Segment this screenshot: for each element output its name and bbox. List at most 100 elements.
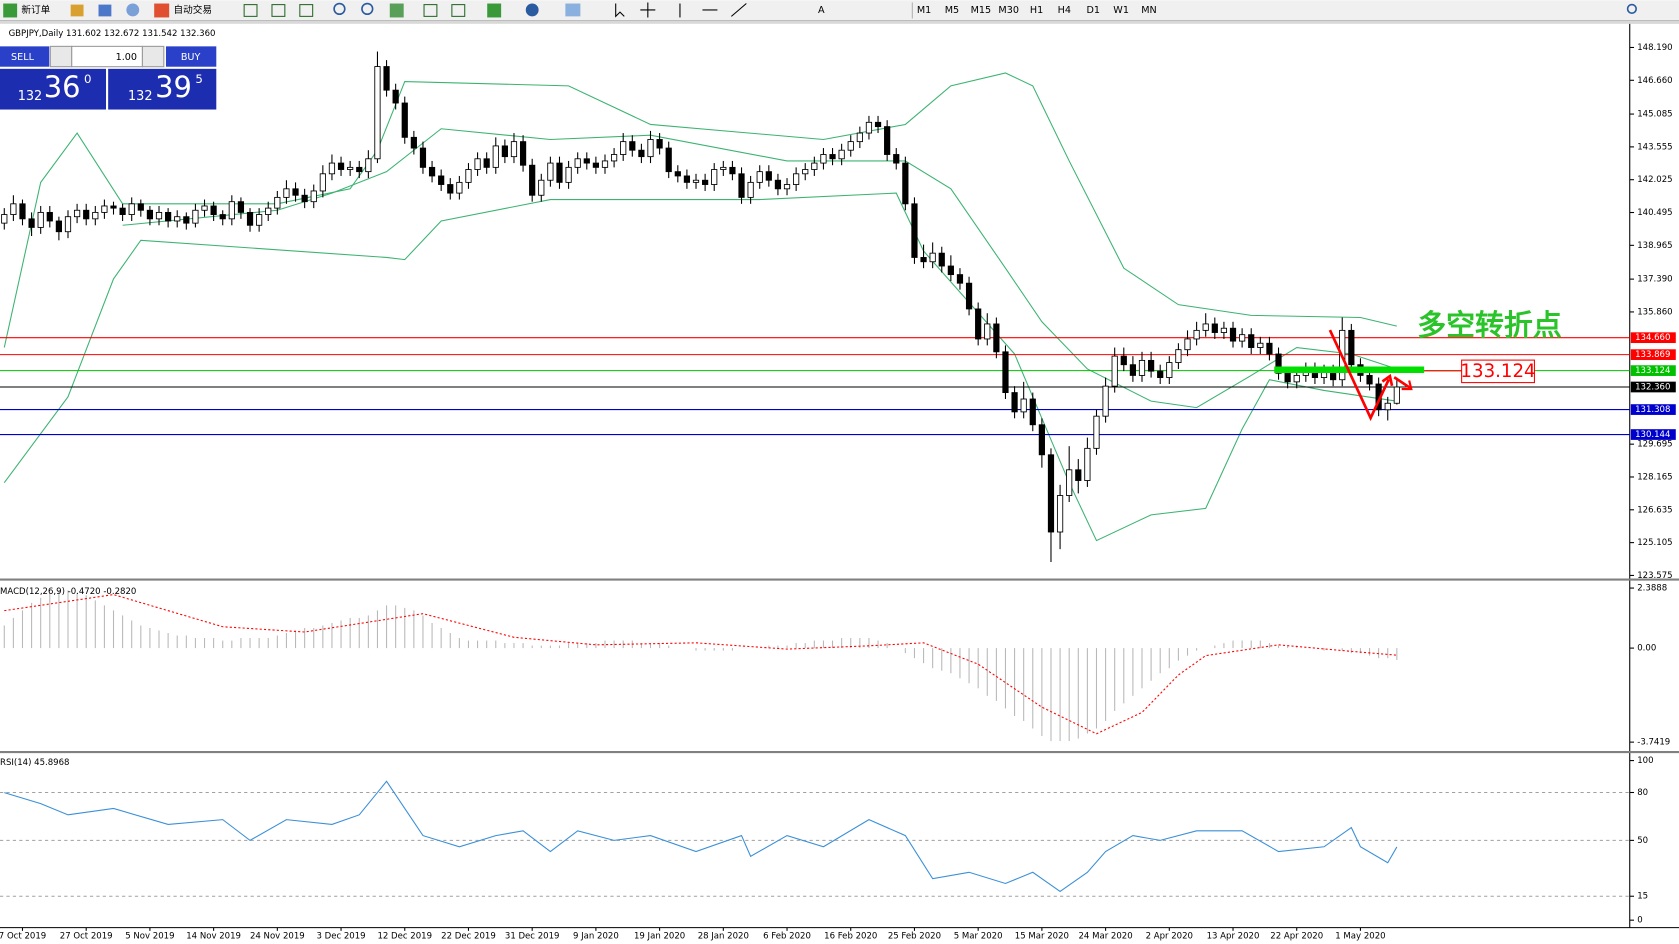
candle-body bbox=[1, 214, 8, 224]
arrow-head bbox=[1381, 373, 1394, 387]
toolbar-icon[interactable] bbox=[98, 4, 112, 17]
timeframe-button[interactable]: M1 bbox=[917, 5, 931, 16]
candle-body bbox=[902, 162, 909, 205]
candle-body bbox=[165, 211, 172, 222]
candle-body bbox=[683, 175, 691, 183]
timeframe-button[interactable]: W1 bbox=[1113, 5, 1129, 16]
candle-body bbox=[783, 184, 791, 190]
candle-body bbox=[228, 201, 235, 220]
candle-body bbox=[283, 188, 290, 198]
cursor-tool[interactable] bbox=[615, 3, 625, 18]
lot-down[interactable] bbox=[49, 45, 73, 68]
candle-body bbox=[965, 282, 973, 310]
timeframe-button[interactable]: M5 bbox=[945, 5, 959, 16]
text-tool[interactable]: A bbox=[818, 5, 825, 16]
candle-body bbox=[729, 166, 736, 175]
candle-body bbox=[1102, 385, 1109, 417]
candle-body bbox=[447, 184, 454, 194]
candle-body bbox=[747, 181, 754, 198]
candle-body bbox=[119, 207, 126, 215]
candle-body bbox=[610, 154, 618, 162]
candle-body bbox=[711, 169, 718, 185]
candle-body bbox=[1011, 392, 1018, 413]
arrow-head bbox=[1401, 380, 1413, 391]
toolbar-icon[interactable] bbox=[70, 4, 84, 17]
new-order-button[interactable]: 新订单 bbox=[21, 4, 50, 16]
bollinger-band bbox=[3, 72, 1397, 348]
candle-body bbox=[811, 162, 818, 170]
bollinger-band bbox=[122, 128, 1398, 409]
ask-box[interactable] bbox=[108, 68, 217, 110]
timeframe-button[interactable]: H4 bbox=[1058, 5, 1071, 16]
toolbar-icon[interactable] bbox=[126, 3, 140, 17]
x-tick-label: 5 Nov 2019 bbox=[125, 932, 174, 942]
candle-body bbox=[1157, 370, 1164, 378]
candle-body bbox=[1002, 351, 1009, 394]
forecast-arrow bbox=[1328, 329, 1391, 422]
zoom-out[interactable] bbox=[361, 2, 374, 16]
candle-body bbox=[629, 141, 636, 151]
timeframe-button[interactable]: MN bbox=[1141, 5, 1157, 16]
candle-body bbox=[647, 139, 654, 158]
candle-body bbox=[847, 141, 854, 151]
trendline-tool[interactable] bbox=[731, 3, 747, 17]
candle-body bbox=[1175, 349, 1182, 363]
candle-body bbox=[856, 132, 863, 143]
candle-body bbox=[547, 162, 554, 181]
x-tick-label: 6 Feb 2020 bbox=[763, 932, 811, 942]
y-tick-label: 146.660 bbox=[1637, 76, 1672, 86]
candle-body bbox=[428, 166, 436, 177]
buy-button[interactable] bbox=[165, 46, 217, 67]
toolbar-icon[interactable] bbox=[451, 4, 466, 17]
bid-box[interactable] bbox=[0, 68, 107, 110]
pivot-label: 133.124 bbox=[1460, 361, 1535, 382]
x-tick-label: 16 Feb 2020 bbox=[824, 932, 877, 942]
zoom-in[interactable] bbox=[333, 2, 346, 16]
candle-body bbox=[383, 66, 390, 91]
candle-body bbox=[246, 211, 254, 226]
toolbar-icon[interactable] bbox=[423, 4, 438, 17]
lot-up[interactable] bbox=[141, 45, 165, 68]
ask-sup: 5 bbox=[195, 72, 203, 86]
candle-body bbox=[1111, 355, 1118, 387]
toolbar-icon[interactable] bbox=[271, 4, 286, 17]
crosshair-tool[interactable] bbox=[640, 2, 656, 18]
candle-body bbox=[984, 323, 991, 340]
x-tick-label: 27 Oct 2019 bbox=[60, 932, 113, 942]
candle-body bbox=[301, 194, 308, 203]
candle-body bbox=[702, 179, 709, 185]
timeframe-button[interactable]: D1 bbox=[1087, 5, 1101, 16]
toolbar-icon[interactable] bbox=[525, 3, 539, 17]
toolbar-gap bbox=[0, 20, 1679, 24]
candle-body bbox=[19, 203, 26, 220]
auto-trading-icon[interactable] bbox=[154, 3, 170, 18]
price-level-tag bbox=[1630, 404, 1676, 415]
candle-body bbox=[1038, 424, 1045, 456]
candle-body bbox=[1266, 342, 1273, 355]
candle-body bbox=[538, 179, 545, 196]
candle-body bbox=[820, 154, 827, 164]
toolbar-icon[interactable] bbox=[243, 4, 258, 17]
buy-label: BUY bbox=[181, 52, 201, 63]
toolbar-icon[interactable] bbox=[565, 3, 581, 17]
candle-body bbox=[1248, 334, 1255, 348]
candle-body bbox=[474, 158, 481, 170]
search-icon[interactable] bbox=[1626, 3, 1637, 14]
toolbar bbox=[0, 0, 1679, 21]
timeframe-button[interactable]: M15 bbox=[971, 5, 992, 16]
timeframe-button[interactable]: M30 bbox=[998, 5, 1019, 16]
new-order-icon[interactable] bbox=[3, 3, 18, 18]
sell-button[interactable] bbox=[0, 46, 50, 67]
candle-body bbox=[1348, 329, 1355, 366]
candle-body bbox=[10, 203, 17, 215]
auto-trading-button[interactable]: 自动交易 bbox=[173, 4, 212, 16]
candle-body bbox=[529, 164, 536, 196]
candle-body bbox=[947, 265, 954, 276]
candle-body bbox=[1047, 454, 1055, 533]
toolbar-icon[interactable] bbox=[299, 4, 314, 17]
toolbar-icon[interactable] bbox=[389, 3, 404, 18]
toolbar-icon[interactable] bbox=[487, 3, 502, 18]
timeframe-button[interactable]: H1 bbox=[1030, 5, 1043, 16]
y-tick-label: 50 bbox=[1637, 836, 1648, 846]
